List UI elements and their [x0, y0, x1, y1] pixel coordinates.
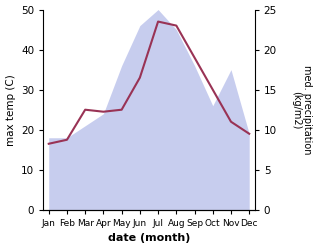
Y-axis label: med. precipitation
(kg/m2): med. precipitation (kg/m2)	[291, 65, 313, 154]
X-axis label: date (month): date (month)	[108, 234, 190, 244]
Y-axis label: max temp (C): max temp (C)	[5, 74, 16, 146]
